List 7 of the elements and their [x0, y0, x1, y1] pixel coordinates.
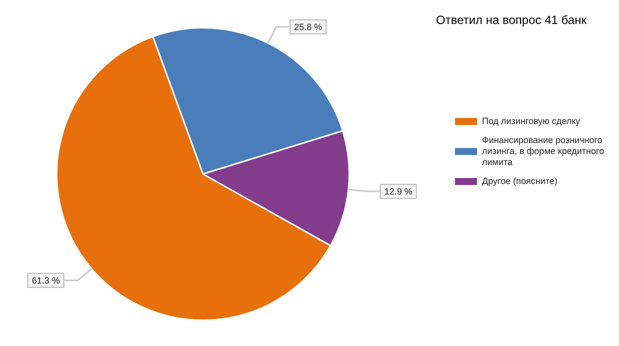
- legend-label: Под лизинговую сделку: [482, 116, 580, 127]
- data-label: 12.9 %: [384, 186, 412, 196]
- data-label: 61.3 %: [32, 275, 60, 286]
- chart-title: Ответил на вопрос 41 банк: [436, 13, 586, 27]
- legend-label: Финансирование розничного лизинга, в форме кредитного лимита: [482, 135, 606, 168]
- data-label: 25.8 %: [294, 22, 322, 32]
- legend-label: Другое (поясните): [482, 176, 558, 187]
